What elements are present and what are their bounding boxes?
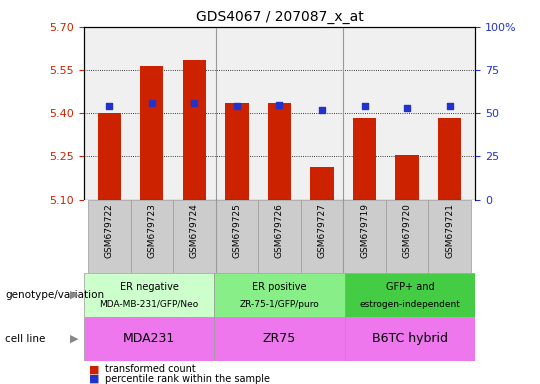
- Text: GSM679727: GSM679727: [318, 204, 327, 258]
- Point: [318, 107, 326, 113]
- Text: MDA231: MDA231: [123, 333, 175, 345]
- Bar: [140, 66, 164, 200]
- Text: estrogen-independent: estrogen-independent: [360, 300, 461, 309]
- Text: GSM679722: GSM679722: [105, 204, 114, 258]
- Point: [105, 103, 113, 109]
- Bar: [98, 113, 121, 200]
- Point: [360, 103, 369, 109]
- Point: [446, 103, 454, 109]
- Bar: [438, 118, 461, 200]
- Text: GSM679721: GSM679721: [445, 204, 454, 258]
- Point: [233, 103, 241, 109]
- Text: GSM679724: GSM679724: [190, 204, 199, 258]
- Bar: [353, 118, 376, 200]
- Text: genotype/variation: genotype/variation: [5, 290, 105, 300]
- Point: [403, 105, 411, 111]
- Text: transformed count: transformed count: [105, 364, 196, 374]
- Text: ZR-75-1/GFP/puro: ZR-75-1/GFP/puro: [240, 300, 319, 309]
- Text: GSM679726: GSM679726: [275, 204, 284, 258]
- Text: ■: ■: [89, 374, 99, 384]
- Bar: [183, 60, 206, 200]
- Text: MDA-MB-231/GFP/Neo: MDA-MB-231/GFP/Neo: [99, 300, 199, 309]
- Bar: [258, 200, 301, 273]
- Bar: [215, 200, 258, 273]
- Text: percentile rank within the sample: percentile rank within the sample: [105, 374, 271, 384]
- Bar: [268, 103, 291, 200]
- Bar: [225, 103, 248, 200]
- Bar: [386, 200, 428, 273]
- Text: ■: ■: [89, 364, 99, 374]
- Bar: [131, 200, 173, 273]
- Text: B6TC hybrid: B6TC hybrid: [372, 333, 448, 345]
- Text: ▶: ▶: [70, 334, 78, 344]
- Bar: [84, 273, 214, 317]
- Text: cell line: cell line: [5, 334, 46, 344]
- Text: GSM679723: GSM679723: [147, 204, 156, 258]
- Text: GFP+ and: GFP+ and: [386, 282, 434, 292]
- Text: ER negative: ER negative: [119, 282, 178, 292]
- Bar: [214, 273, 345, 317]
- Bar: [214, 317, 345, 361]
- Bar: [345, 317, 475, 361]
- Title: GDS4067 / 207087_x_at: GDS4067 / 207087_x_at: [195, 10, 363, 25]
- Bar: [343, 200, 386, 273]
- Bar: [310, 167, 334, 200]
- Text: ER positive: ER positive: [252, 282, 307, 292]
- Bar: [88, 200, 131, 273]
- Bar: [395, 155, 419, 200]
- Point: [190, 100, 199, 106]
- Bar: [173, 200, 215, 273]
- Text: ZR75: ZR75: [263, 333, 296, 345]
- Bar: [428, 200, 471, 273]
- Text: GSM679725: GSM679725: [232, 204, 241, 258]
- Point: [147, 100, 156, 106]
- Bar: [345, 273, 475, 317]
- Text: ▶: ▶: [70, 290, 78, 300]
- Bar: [301, 200, 343, 273]
- Bar: [84, 317, 214, 361]
- Point: [275, 101, 284, 108]
- Text: GSM679720: GSM679720: [403, 204, 411, 258]
- Text: GSM679719: GSM679719: [360, 204, 369, 258]
